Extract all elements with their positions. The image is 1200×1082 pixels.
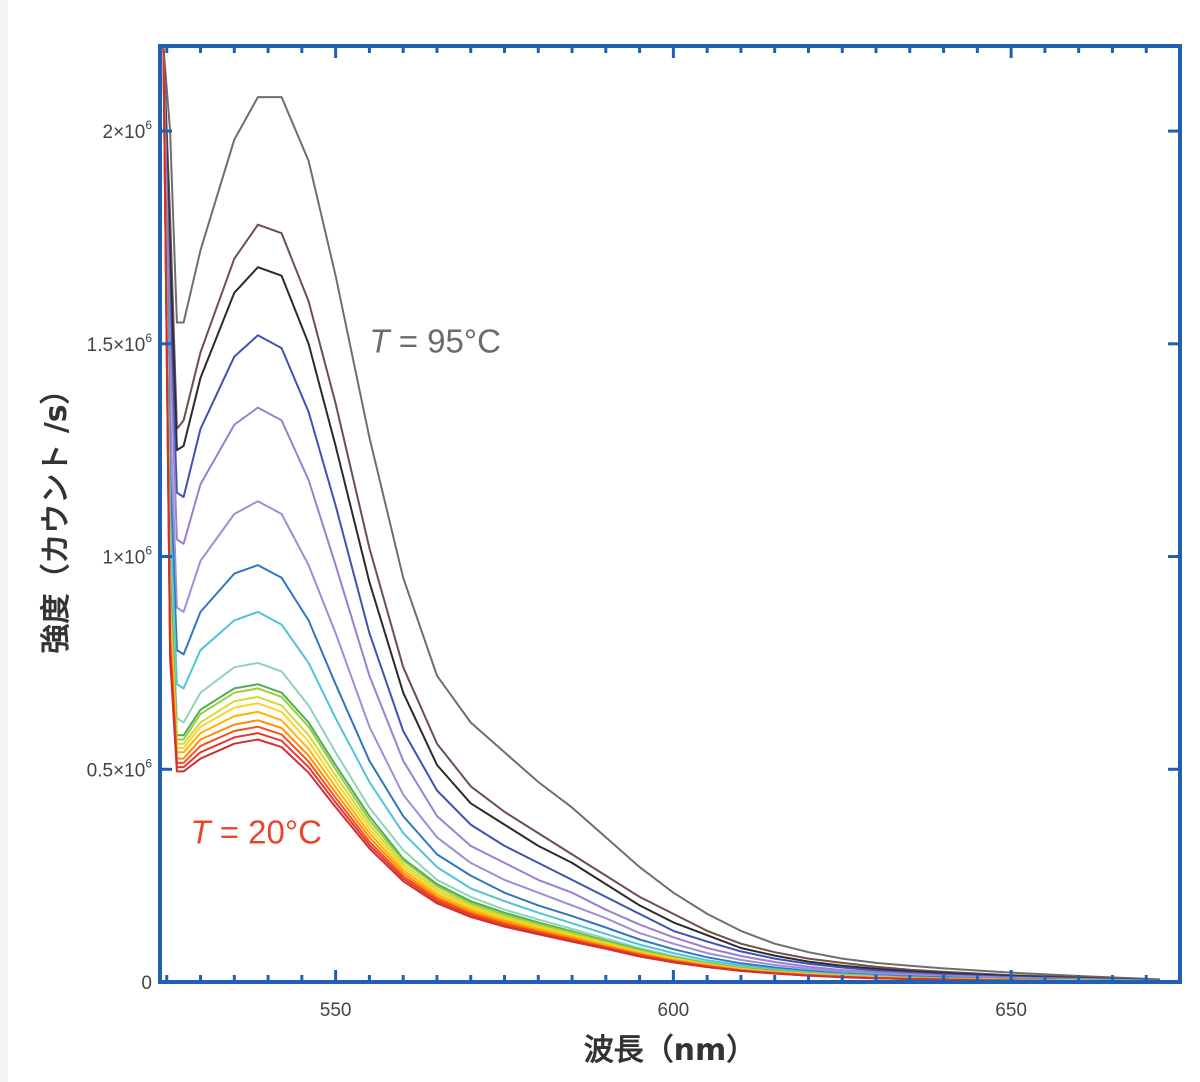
- spectrum-curve-5: [162, 46, 1160, 982]
- emission-spectra-chart: 550 600 650 0 0.5×106 1×106 1.5×106 2×106 T = …: [39, 44, 1182, 1068]
- x-tick-label: 550: [320, 1000, 352, 1021]
- spectrum-curve-4: [162, 46, 1160, 982]
- x-axis-ticks: 550 600 650: [165, 46, 1182, 1021]
- y-tick-label: 0: [141, 973, 152, 994]
- spectrum-curve-2: [162, 46, 1160, 981]
- spectrum-curve-3: [162, 46, 1160, 982]
- chart-page: 550 600 650 0 0.5×106 1×106 1.5×106 2×106 T = …: [8, 0, 1200, 1082]
- x-tick-label: 600: [658, 1000, 690, 1021]
- x-tick-label: 650: [995, 1000, 1027, 1021]
- temperature-annotations: T = 95°C T = 20°C: [190, 322, 501, 850]
- y-axis-title: 強度（カウント /s）: [39, 374, 74, 653]
- y-tick-label: 1.5×106: [87, 331, 153, 356]
- spectrum-curve-1: [162, 46, 1160, 981]
- plot-frame: [158, 44, 1182, 984]
- y-tick-label: 2×106: [103, 118, 153, 143]
- y-axis-ticks: 0 0.5×106 1×106 1.5×106 2×106: [87, 118, 1180, 994]
- temperature-label-1: T = 95°C: [369, 322, 501, 359]
- spectrum-curve-18: [162, 46, 1160, 982]
- series-curves: [162, 46, 1160, 982]
- x-axis-title: 波長（nm）: [584, 1033, 757, 1068]
- y-tick-label: 0.5×106: [87, 756, 153, 781]
- temperature-label-2: T = 20°C: [190, 814, 322, 851]
- spectrum-curve-6: [162, 46, 1160, 982]
- y-tick-label: 1×106: [103, 544, 153, 569]
